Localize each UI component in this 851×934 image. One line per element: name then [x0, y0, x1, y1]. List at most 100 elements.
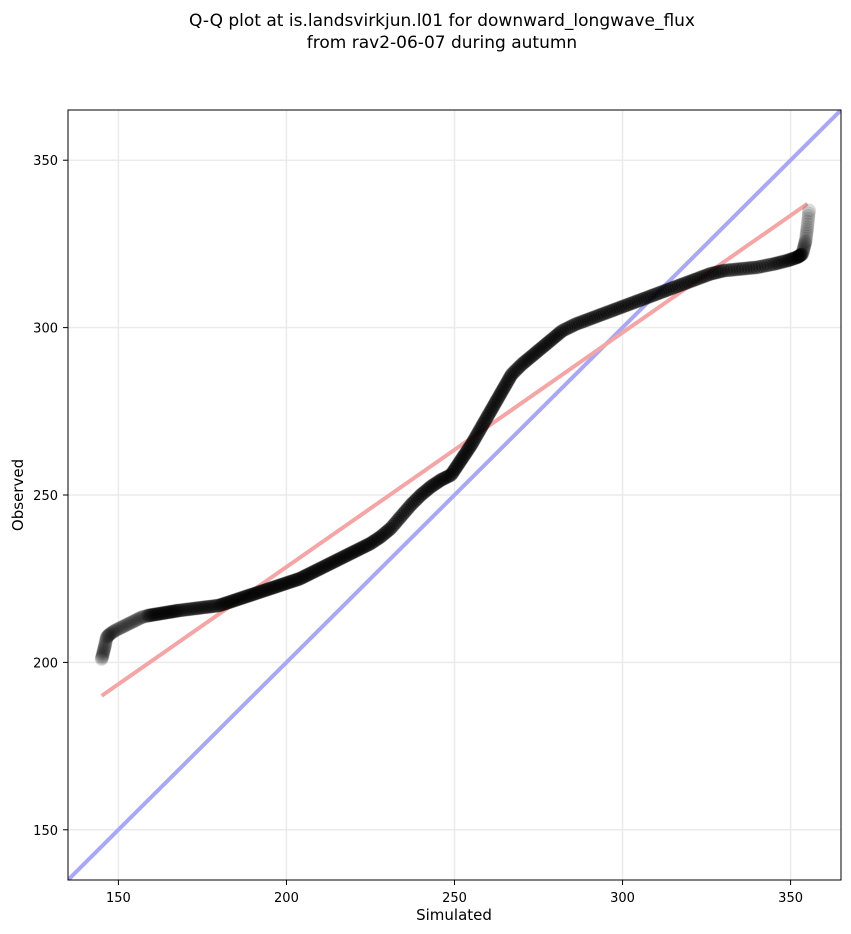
quantile-point: [304, 565, 319, 580]
quantile-point: [437, 471, 452, 486]
quantile-point: [524, 349, 539, 364]
quantile-point: [160, 605, 175, 620]
quantile-point: [680, 275, 695, 290]
quantile-point: [355, 540, 370, 555]
quantile-point: [633, 292, 648, 307]
quantile-point: [796, 243, 811, 258]
quantile-point: [412, 489, 427, 504]
quantile-point: [250, 585, 265, 600]
quantile-point: [459, 444, 474, 459]
quantile-point: [780, 253, 795, 268]
quantile-point: [398, 503, 413, 518]
quantile-point: [473, 422, 488, 437]
quantile-point: [584, 311, 599, 326]
quantile-point: [730, 262, 745, 277]
quantile-point: [122, 616, 137, 631]
quantile-point: [124, 615, 139, 630]
quantile-point: [462, 441, 477, 456]
quantile-point: [351, 542, 366, 557]
quantile-point: [100, 629, 115, 644]
quantile-point: [509, 362, 524, 377]
quantile-point: [800, 217, 815, 232]
y-tick-label: 150: [33, 824, 58, 839]
quantile-point: [724, 262, 739, 277]
quantile-point: [373, 529, 388, 544]
quantile-point: [129, 612, 144, 627]
quantile-point: [513, 359, 528, 374]
quantile-point: [795, 246, 810, 261]
quantile-point: [705, 266, 720, 281]
quantile-point: [685, 273, 700, 288]
quantile-point: [203, 599, 218, 614]
quantile-point: [370, 532, 385, 547]
quantile-point: [693, 270, 708, 285]
quantile-point: [316, 559, 331, 574]
quantile-point: [608, 302, 623, 317]
quantile-point: [460, 442, 475, 457]
quantile-point: [463, 439, 478, 454]
quantile-point: [465, 435, 480, 450]
quantile-point: [96, 644, 111, 659]
quantile-point: [120, 617, 135, 632]
quantile-point: [503, 369, 518, 384]
quantile-point: [237, 590, 252, 605]
quantile-point: [425, 478, 440, 493]
quantile-point: [213, 597, 228, 612]
quantile-point: [761, 258, 776, 273]
x-tick-label: 250: [442, 891, 467, 906]
quantile-point: [801, 209, 816, 224]
quantile-point: [166, 604, 181, 619]
quantile-point: [528, 346, 543, 361]
quantile-point: [786, 251, 801, 266]
quantile-point: [758, 258, 773, 273]
quantile-point: [793, 248, 808, 263]
quantile-point: [240, 588, 255, 603]
quantile-point: [163, 604, 178, 619]
quantile-point: [176, 602, 191, 617]
quantile-point: [700, 267, 715, 282]
quantile-point: [99, 633, 114, 648]
quantile-point: [155, 606, 170, 621]
quantile-point: [777, 254, 792, 269]
quantile-point: [541, 335, 556, 350]
quantile-point: [689, 272, 704, 287]
quantile-point: [792, 248, 807, 263]
quantile-point: [113, 620, 128, 635]
quantile-point: [217, 596, 232, 611]
quantile-point: [561, 320, 576, 335]
quantile-point: [766, 257, 781, 271]
quantile-point: [242, 588, 257, 603]
quantile-point: [109, 623, 124, 638]
quantile-point: [272, 578, 287, 593]
quantile-point: [284, 574, 299, 589]
quantile-point: [457, 447, 472, 462]
quantile-point: [99, 630, 114, 645]
y-tick-label: 300: [33, 322, 58, 337]
quantile-point: [785, 251, 800, 266]
quantile-point: [180, 602, 195, 617]
quantile-point: [735, 261, 750, 276]
quantile-point: [501, 373, 516, 388]
quantile-point: [95, 648, 110, 663]
quantile-point: [451, 456, 466, 471]
quantile-point: [747, 260, 762, 275]
quantile-point: [156, 606, 171, 621]
quantile-point: [212, 598, 227, 613]
quantile-point: [611, 301, 626, 316]
quantile-point: [117, 619, 132, 634]
quantile-point: [413, 488, 428, 502]
x-tick-label: 200: [274, 891, 299, 906]
quantile-point: [676, 277, 691, 292]
quantile-point: [319, 558, 334, 573]
quantile-point: [97, 639, 112, 654]
quantile-point: [106, 624, 121, 639]
quantile-point: [302, 566, 317, 581]
quantile-point: [331, 552, 346, 567]
quantile-point: [557, 322, 572, 337]
quantile-point: [801, 206, 816, 221]
quantile-point: [564, 319, 579, 334]
quantile-point: [466, 433, 481, 448]
quantile-point: [101, 628, 116, 643]
quantile-point: [796, 242, 811, 257]
quantile-point: [328, 554, 343, 569]
